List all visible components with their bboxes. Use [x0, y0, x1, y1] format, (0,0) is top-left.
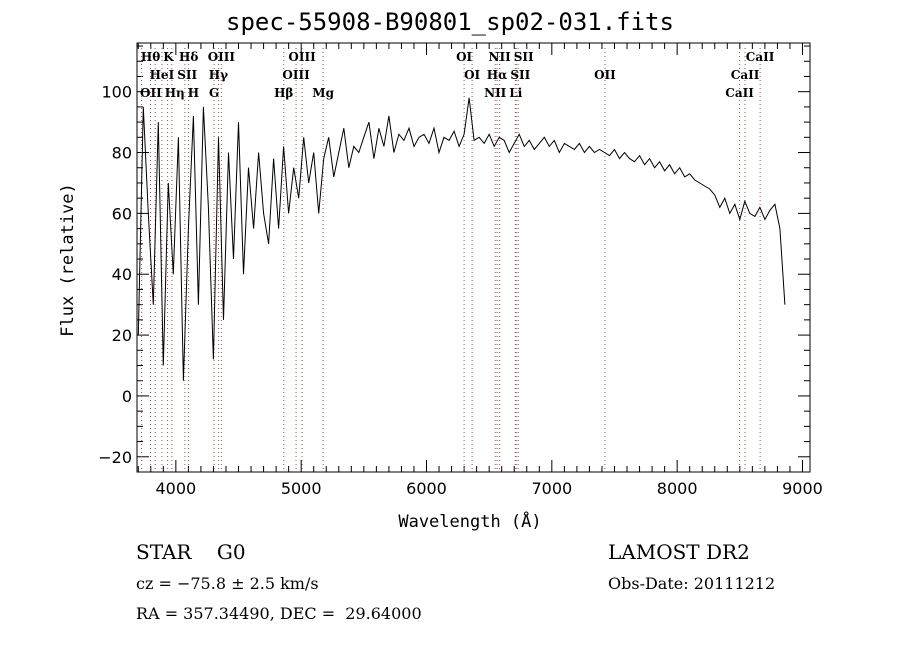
spectral-line-label: CaII — [731, 68, 760, 82]
x-tick-label: 9000 — [782, 479, 823, 498]
spectral-line-label: OIII — [282, 68, 310, 82]
survey-name: LAMOST DR2 — [608, 540, 750, 564]
spectral-line-label: SII — [177, 68, 197, 82]
spectral-line-label: OIII — [208, 50, 236, 64]
x-axis-label: Wavelength (Å) — [398, 512, 542, 532]
spectrum-line — [137, 97, 786, 381]
x-tick-label: 5000 — [281, 479, 322, 498]
y-tick-label: 40 — [112, 265, 132, 284]
chart-title: spec-55908-B90801_sp02-031.fits — [226, 8, 674, 36]
spectral-line-label: NII — [489, 50, 512, 64]
spectral-line-label: K — [163, 50, 174, 64]
spectral-line-label: SII — [514, 50, 534, 64]
object-class: STAR G0 — [136, 540, 246, 564]
y-tick-label: 20 — [112, 326, 132, 345]
y-tick-label: 60 — [112, 204, 132, 223]
spectral-line-label: G — [209, 86, 219, 100]
x-tick-label: 7000 — [531, 479, 572, 498]
plot-frame — [136, 42, 811, 473]
y-tick-label: 0 — [122, 387, 132, 406]
spectral-line-label: Hθ — [141, 50, 160, 64]
spectral-line-label: OIII — [288, 50, 316, 64]
spectral-line-label: CaII — [746, 50, 775, 64]
y-tick-label: −20 — [98, 448, 132, 467]
spectral-line-label: OII — [140, 86, 162, 100]
spectral-line-label: CaII — [725, 86, 754, 100]
observation-date: Obs-Date: 20111212 — [608, 574, 776, 593]
x-tick-label: 8000 — [657, 479, 698, 498]
spectral-line-label: Hδ — [179, 50, 198, 64]
y-axis-label: Flux (relative) — [58, 183, 78, 337]
spectral-line-label: H — [188, 86, 199, 100]
spectral-line-label: Hγ — [209, 68, 228, 82]
y-tick-label: 80 — [112, 144, 132, 163]
x-tick-label: 6000 — [406, 479, 447, 498]
y-tick-label: 100 — [101, 83, 132, 102]
spectral-line-label: Hβ — [274, 86, 293, 100]
coordinates: RA = 357.34490, DEC = 29.64000 — [136, 604, 422, 623]
spectral-line-label: OI — [464, 68, 480, 82]
spectral-line-label: OI — [456, 50, 472, 64]
spectral-line-label: NII — [484, 86, 507, 100]
spectral-line-label: Li — [509, 86, 522, 100]
spectral-line-label: Hα — [487, 68, 508, 82]
spectral-line-label: HeI — [150, 68, 175, 82]
spectral-line-label: Hη — [165, 86, 185, 100]
x-tick-label: 4000 — [155, 479, 196, 498]
spectral-line-label: SII — [510, 68, 530, 82]
spectral-line-label: OII — [594, 68, 616, 82]
redshift-velocity: cz = −75.8 ± 2.5 km/s — [136, 574, 319, 593]
spectral-line-label: Mg — [312, 86, 334, 100]
